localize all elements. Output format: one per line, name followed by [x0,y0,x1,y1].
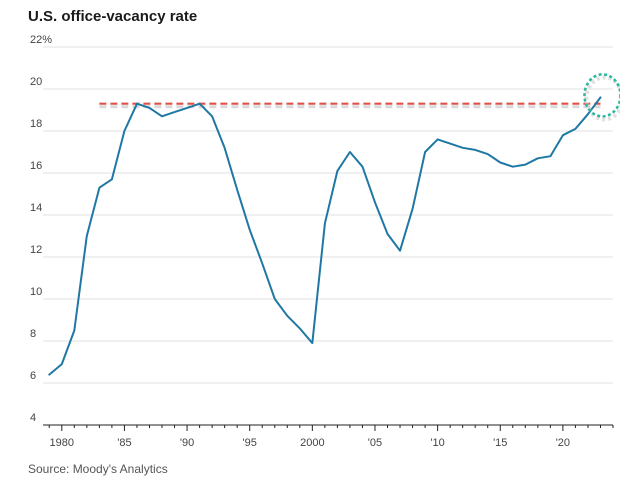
x-ticks: 1980 '85 '90 '95 2000 '05 '10 '15 '20 [48,425,614,449]
y-tick-label: 14 [30,202,42,214]
y-tick-label: 8 [30,328,36,340]
x-tick-label: 1980 [50,437,74,449]
grid-lines [43,46,613,384]
source-note: Source: Moody's Analytics [28,462,168,476]
y-tick-labels: 4 6 8 10 12 14 16 18 20 22% [30,34,52,424]
x-tick-label: '05 [368,437,382,449]
y-tick-label: 22% [30,34,52,46]
series-group [48,96,602,376]
y-tick-label: 4 [30,412,36,424]
highlight-circle-shadow [584,75,620,122]
reference-line-group [99,102,601,109]
y-tick-label: 18 [30,118,42,130]
highlight-dashed-circle [583,73,620,118]
y-tick-label: 6 [30,370,36,382]
x-tick-label: '90 [180,437,194,449]
highlight-group [583,73,620,122]
series-line-vacancy-rate [48,96,602,376]
y-tick-label: 12 [30,244,42,256]
y-tick-label: 16 [30,160,42,172]
x-tick-label: 2000 [300,437,324,449]
x-tick-label: '95 [243,437,257,449]
y-tick-label: 20 [30,76,42,88]
chart-title: U.S. office-vacancy rate [28,8,198,25]
x-tick-label: '20 [556,437,570,449]
x-tick-label: '10 [430,437,444,449]
y-tick-label: 10 [30,286,42,298]
x-tick-label: '85 [117,437,131,449]
x-tick-label: '15 [493,437,507,449]
